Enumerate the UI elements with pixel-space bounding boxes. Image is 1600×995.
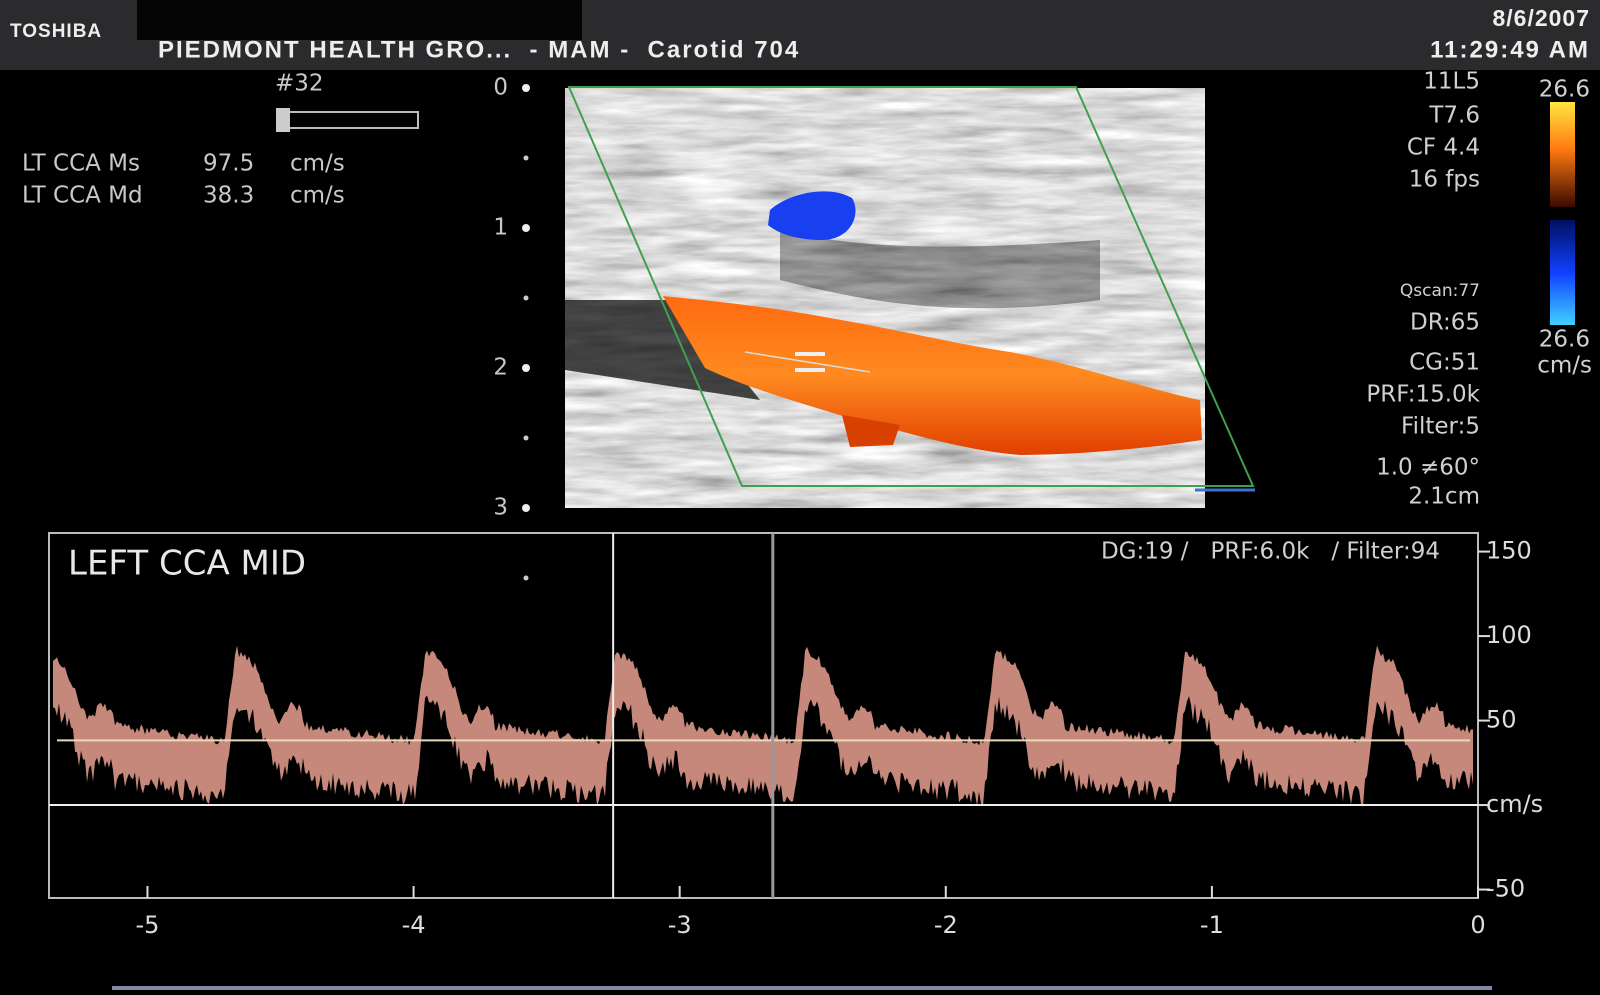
sample-gate bbox=[795, 352, 825, 356]
depth-dot bbox=[522, 84, 530, 92]
depth-label: 0 bbox=[493, 75, 508, 101]
setting: Filter:5 bbox=[1401, 414, 1480, 440]
setting: 2.1cm bbox=[1408, 484, 1480, 510]
doppler-waveform bbox=[53, 645, 1473, 807]
depth-label: 2 bbox=[493, 355, 508, 381]
depth-dot bbox=[522, 364, 530, 372]
setting: 1.0 ≠60° bbox=[1376, 455, 1480, 481]
setting: 11L5 bbox=[1423, 69, 1480, 95]
setting: T7.6 bbox=[1428, 103, 1480, 129]
flow-branch bbox=[842, 415, 900, 447]
cine-handle bbox=[276, 108, 290, 132]
depth-dot bbox=[523, 155, 529, 161]
frame-number: #32 bbox=[275, 71, 324, 97]
y-tick-label: 150 bbox=[1486, 537, 1532, 565]
spectral-label: LEFT CCA MID bbox=[68, 544, 306, 584]
measure-value: 38.3 bbox=[203, 183, 254, 209]
color-bar-unit: cm/s bbox=[1537, 353, 1592, 379]
cursor-line bbox=[744, 351, 871, 373]
spectral-doppler: LEFT CCA MID DG:19 / PRF:6.0k / Filter:9… bbox=[48, 532, 1543, 939]
color-bar-top: 26.6 bbox=[1539, 77, 1590, 103]
y-tick-label: 100 bbox=[1486, 621, 1532, 649]
spectral-frame bbox=[48, 532, 1479, 899]
b-mode-image bbox=[565, 86, 1255, 508]
shadow bbox=[565, 300, 760, 400]
sample-gate bbox=[795, 368, 825, 372]
header-mask bbox=[137, 0, 582, 40]
settings-panel: 11L5 T7.6 CF 4.4 16 fps Qscan:77 DR:65 CG:51 PR… bbox=[1366, 69, 1480, 510]
cine-slider bbox=[277, 111, 419, 129]
spectral-settings: DG:19 / PRF:6.0k / Filter:94 bbox=[1101, 539, 1440, 565]
setting: CF 4.4 bbox=[1407, 135, 1480, 161]
x-tick-label: 0 bbox=[1470, 911, 1485, 939]
measure-unit: cm/s bbox=[290, 183, 345, 209]
date: 8/6/2007 bbox=[1492, 5, 1590, 31]
setting: Qscan:77 bbox=[1400, 281, 1480, 301]
setting: DR:65 bbox=[1410, 310, 1480, 336]
time: 11:29:49 AM bbox=[1430, 36, 1590, 63]
depth-dot bbox=[522, 504, 530, 512]
x-tick-label: -5 bbox=[135, 911, 159, 939]
x-tick-label: -2 bbox=[934, 911, 958, 939]
measure-name: LT CCA Ms bbox=[22, 151, 140, 177]
depth-dot bbox=[523, 295, 529, 301]
depth-label: 1 bbox=[493, 215, 508, 241]
y-tick-label: 50 bbox=[1486, 706, 1517, 734]
x-tick-label: -3 bbox=[668, 911, 692, 939]
y-tick-label: -50 bbox=[1486, 875, 1525, 903]
color-bar-cool bbox=[1550, 220, 1575, 325]
vein-flow bbox=[768, 191, 856, 240]
artery-flow bbox=[663, 296, 1202, 455]
depth-scale: 0 1 2 3 bbox=[493, 75, 530, 581]
color-box bbox=[567, 86, 1255, 487]
setting: 16 fps bbox=[1409, 167, 1480, 193]
depth-dot bbox=[522, 224, 530, 232]
measure-unit: cm/s bbox=[290, 151, 345, 177]
setting: CG:51 bbox=[1409, 350, 1480, 376]
depth-dot bbox=[523, 575, 529, 581]
x-tick-label: -4 bbox=[402, 911, 426, 939]
study-title: PIEDMONT HEALTH GRO... - MAM - Carotid 7… bbox=[158, 36, 800, 63]
x-tick-label: -1 bbox=[1200, 911, 1224, 939]
brand: TOSHIBA bbox=[10, 21, 102, 42]
measure-value: 97.5 bbox=[203, 151, 254, 177]
depth-label: 3 bbox=[493, 495, 508, 521]
depth-dot bbox=[523, 435, 529, 441]
setting: PRF:15.0k bbox=[1366, 382, 1480, 408]
color-bar-bottom: 26.6 bbox=[1539, 327, 1590, 353]
y-tick-label: cm/s bbox=[1486, 790, 1543, 818]
shadow bbox=[780, 230, 1100, 309]
color-bar-warm bbox=[1550, 102, 1575, 207]
measure-name: LT CCA Md bbox=[22, 183, 143, 209]
